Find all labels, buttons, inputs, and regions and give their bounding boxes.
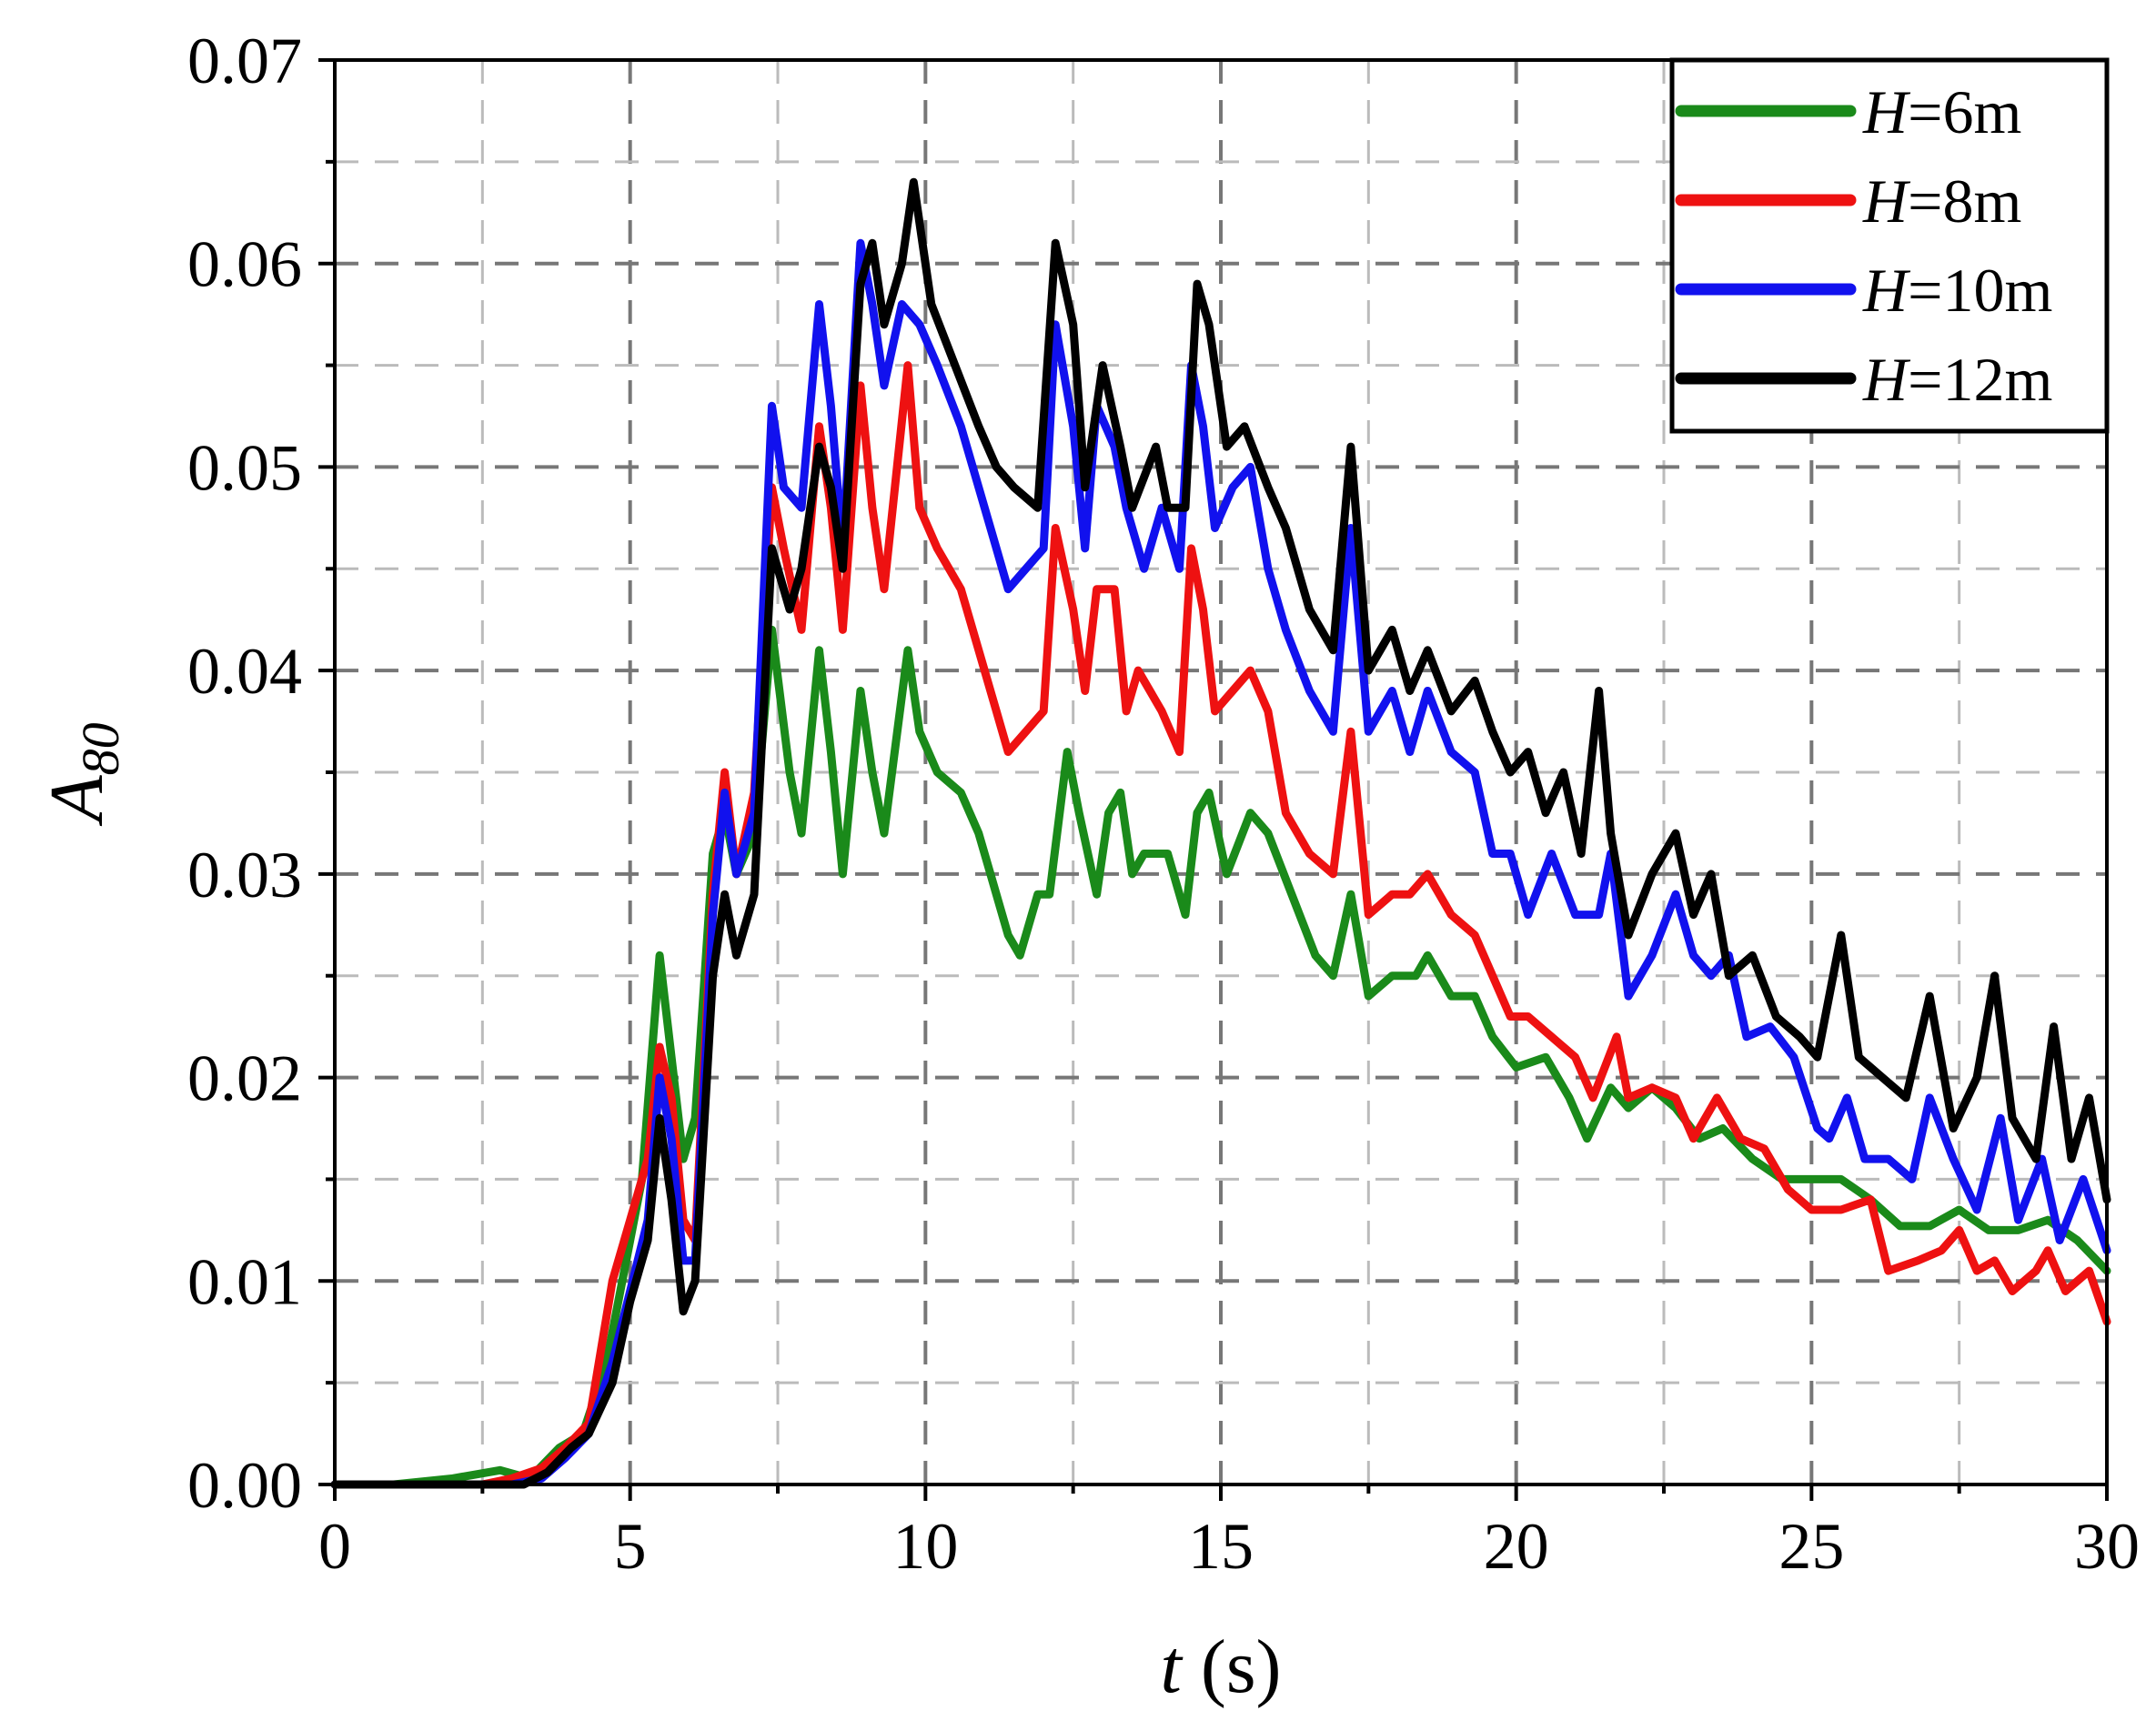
grid-lines (335, 60, 2107, 1484)
y-tick-label: 0.06 (187, 228, 302, 301)
x-axis-variable: t (1161, 1625, 1184, 1709)
legend-label-0: H=6m (1862, 77, 2021, 146)
x-tick-label: 25 (1778, 1510, 1844, 1583)
x-axis-unit: (s) (1182, 1625, 1282, 1709)
x-tick-label: 30 (2074, 1510, 2140, 1583)
x-axis-title: t (s) (1161, 1625, 1282, 1709)
y-axis-title-text: A80 (35, 722, 130, 826)
legend-label-value: =8m (1908, 166, 2021, 236)
x-tick-label: 15 (1188, 1510, 1254, 1583)
y-axis-title: A80 (35, 722, 130, 826)
legend-label-var: H (1862, 77, 1911, 146)
legend-label-var: H (1862, 345, 1911, 414)
y-tick-label: 0.05 (187, 431, 302, 504)
y-tick-label: 0.04 (187, 635, 302, 708)
x-tick-label: 10 (892, 1510, 958, 1583)
x-tick-label: 5 (614, 1510, 647, 1583)
legend-label-3: H=12m (1862, 345, 2052, 414)
series-line-2 (330, 238, 2111, 1489)
x-tick-label: 0 (318, 1510, 351, 1583)
legend-label-1: H=8m (1862, 166, 2021, 236)
axis-ticks: 0 5 10 15 20 25 30 0.00 0.01 0.02 0.03 0.04 0.05 0.06… (187, 25, 2140, 1583)
legend-label-value: =12m (1908, 345, 2052, 414)
y-axis-variable: A (35, 775, 119, 827)
legend-label-2: H=10m (1862, 256, 2052, 325)
x-tick-label: 20 (1484, 1510, 1549, 1583)
y-tick-label: 0.03 (187, 839, 302, 911)
y-tick-label: 0.07 (187, 25, 302, 97)
y-axis-subscript: 80 (71, 722, 130, 775)
legend-label-var: H (1862, 256, 1911, 325)
legend-label-var: H (1862, 166, 1911, 236)
y-tick-label: 0.00 (187, 1449, 302, 1522)
y-tick-label: 0.01 (187, 1245, 302, 1318)
series-line-3 (330, 177, 2111, 1489)
data-series (330, 177, 2111, 1489)
legend-box (1669, 57, 2110, 434)
y-tick-label: 0.02 (187, 1042, 302, 1115)
legend-label-value: =10m (1908, 256, 2052, 325)
legend-label-value: =6m (1908, 77, 2021, 146)
x-axis-title-text: t (s) (1161, 1625, 1282, 1709)
